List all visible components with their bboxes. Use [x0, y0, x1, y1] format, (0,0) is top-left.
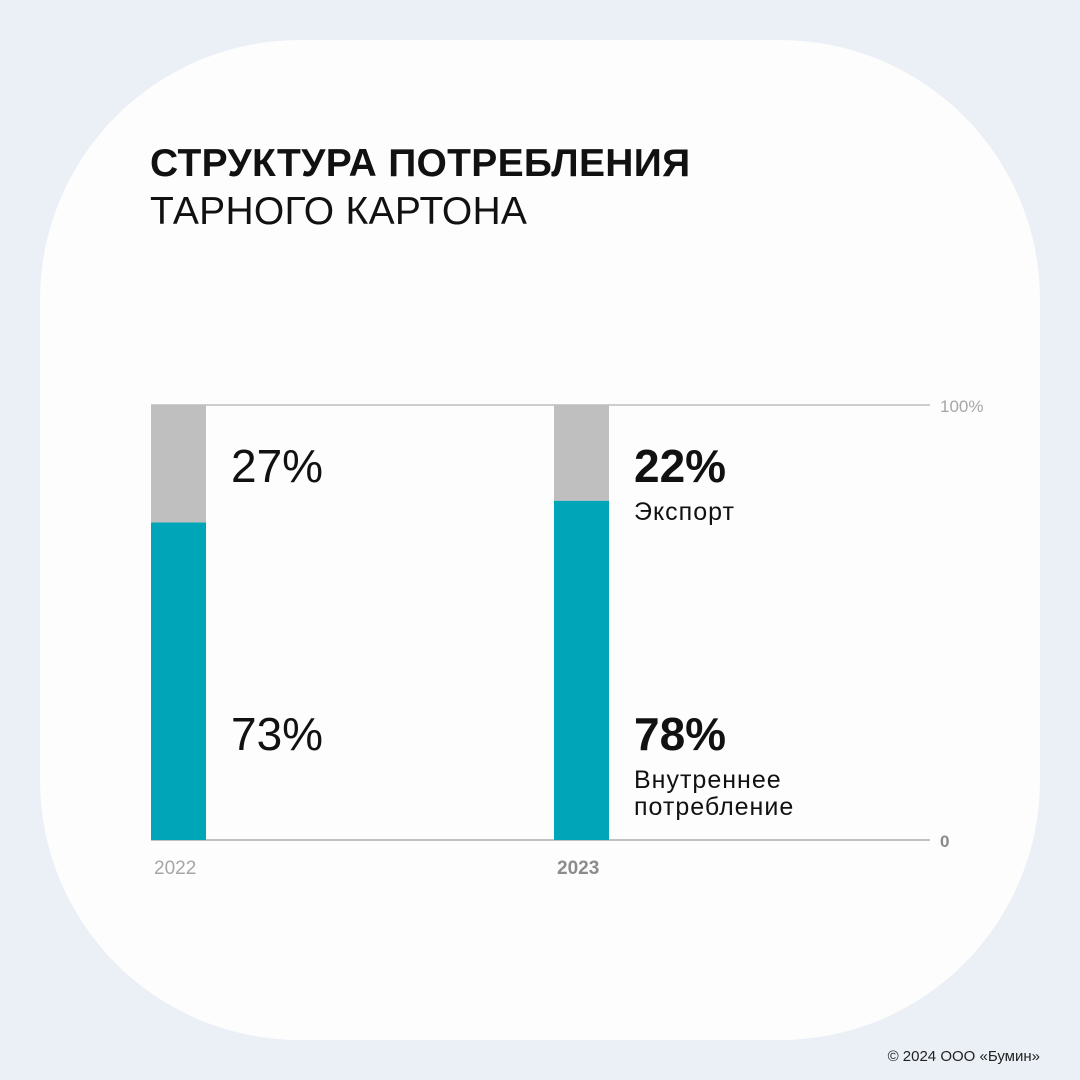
bar-domestic-2023 — [554, 500, 609, 840]
series-label-domestic-line1: Внутреннее — [634, 766, 782, 794]
data-label-domestic-2022: 73% — [231, 708, 323, 760]
card-background — [40, 40, 1040, 1040]
bar-export-2022 — [151, 405, 206, 523]
series-label-domestic-line2: потребление — [634, 793, 794, 821]
data-label-domestic-2023: 78% — [634, 708, 726, 760]
series-label-export: Экспорт — [634, 498, 735, 526]
title-line-2: ТАРНОГО КАРТОНА — [150, 190, 528, 233]
x-tick-label-2023: 2023 — [557, 858, 599, 879]
chart-title: СТРУКТУРА ПОТРЕБЛЕНИЯ ТАРНОГО КАРТОНА — [150, 140, 690, 236]
copyright-footer: © 2024 ООО «Бумин» — [887, 1048, 1040, 1065]
bar-domestic-2022 — [151, 522, 206, 840]
data-label-export-2022: 27% — [231, 440, 323, 492]
x-tick-label-2022: 2022 — [154, 858, 196, 879]
data-label-export-2023: 22% — [634, 440, 726, 492]
title-line-1: СТРУКТУРА ПОТРЕБЛЕНИЯ — [150, 142, 691, 185]
y-tick-label-0: 0 — [940, 832, 949, 851]
bar-export-2023 — [554, 405, 609, 501]
y-tick-label-100: 100% — [940, 397, 983, 416]
